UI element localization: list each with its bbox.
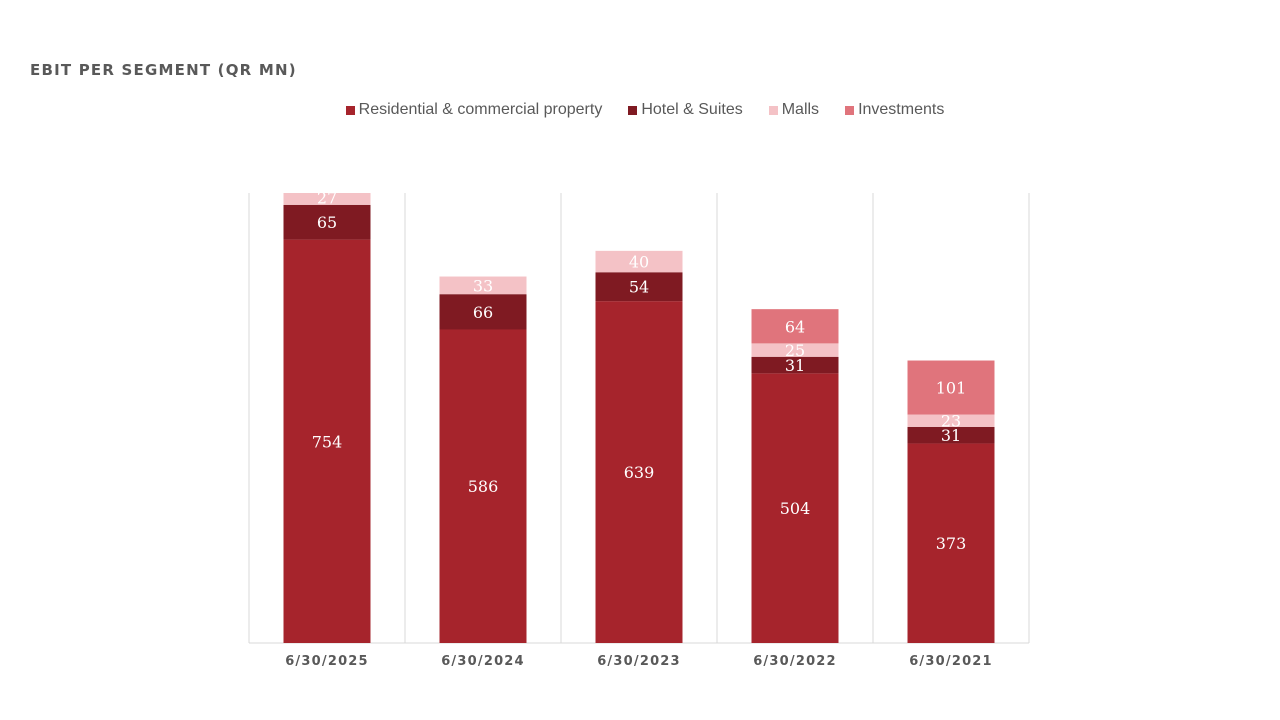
bar-segment (283, 239, 371, 643)
bar-segment (907, 426, 995, 444)
data-label: 754 (312, 432, 343, 451)
bar-segment (439, 329, 527, 643)
bar-segment (439, 276, 527, 295)
x-tick-label: 6/30/2021 (909, 654, 993, 669)
data-label: 66 (473, 303, 493, 322)
data-label: 31 (941, 426, 961, 445)
bar-segment (283, 193, 371, 205)
bar-segment (751, 373, 839, 643)
legend-swatch (768, 105, 778, 115)
bar-segment (751, 309, 839, 344)
x-tick-label: 6/30/2025 (285, 654, 369, 669)
legend-swatch (345, 105, 355, 115)
legend-item-investments: Investments (845, 101, 944, 119)
data-label: 373 (936, 534, 967, 553)
legend-label: Malls (781, 101, 820, 118)
x-tick-label: 6/30/2022 (753, 654, 837, 669)
legend-label: Residential & commercial property (358, 101, 603, 118)
legend-swatch (628, 105, 638, 115)
legend-item-malls: Malls (768, 101, 820, 119)
data-label: 40 (629, 253, 649, 272)
data-label: 101 (936, 379, 967, 398)
data-label: 54 (629, 278, 649, 297)
data-label: 639 (624, 463, 655, 482)
legend-swatch (845, 105, 855, 115)
bar-segment (907, 414, 995, 427)
bar-segment (751, 343, 839, 357)
data-label: 31 (785, 356, 805, 375)
data-label: 586 (468, 477, 499, 496)
bar-segment (907, 443, 995, 643)
data-label: 27 (317, 189, 337, 208)
bar-segment (595, 272, 683, 302)
bar-segment (595, 250, 683, 273)
legend: Residential & commercial property Hotel … (0, 101, 1280, 119)
bar-segment (439, 294, 527, 330)
legend-item-hotel: Hotel & Suites (628, 101, 743, 119)
x-tick-label: 6/30/2024 (441, 654, 525, 669)
x-tick-label: 6/30/2023 (597, 654, 681, 669)
bar-segment (283, 204, 371, 240)
data-label: 65 (317, 213, 337, 232)
bar-segment (751, 356, 839, 374)
data-label: 33 (473, 276, 493, 295)
bar-segment (595, 301, 683, 643)
legend-label: Investments (858, 101, 945, 118)
data-label: 25 (785, 341, 805, 360)
data-label: 64 (785, 317, 805, 336)
chart-title: EBIT PER SEGMENT (QR MN) (30, 61, 297, 79)
bar-segment (907, 360, 995, 415)
data-label: 504 (780, 499, 811, 518)
data-label: 23 (941, 412, 961, 431)
legend-label: Hotel & Suites (641, 101, 743, 118)
legend-item-residential: Residential & commercial property (345, 101, 603, 119)
